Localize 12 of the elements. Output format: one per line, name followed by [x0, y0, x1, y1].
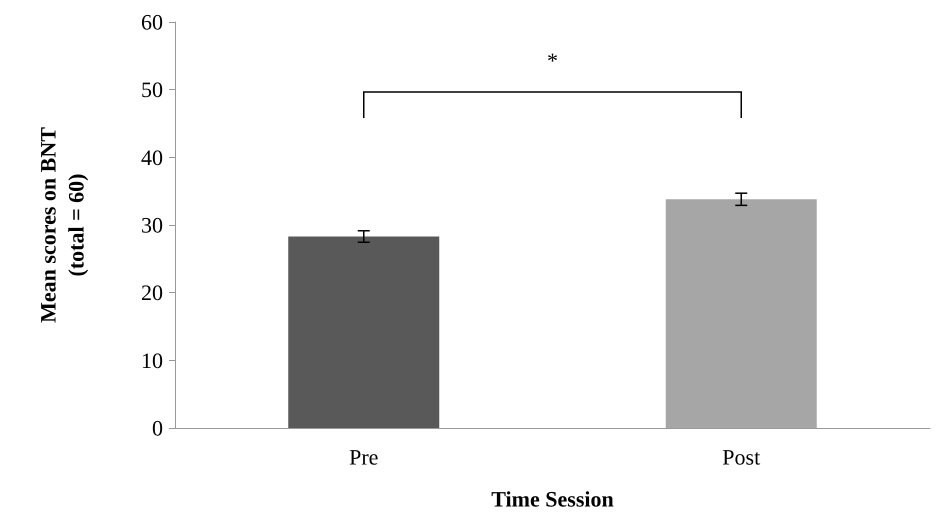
y-axis-title: Mean scores on BNT (total = 60) — [36, 126, 88, 323]
x-axis-title: Time Session — [491, 486, 614, 512]
annotation: * — [547, 48, 558, 73]
y-tick-label: 40 — [141, 144, 163, 170]
x-tick-label: Pre — [349, 444, 378, 470]
y-tick-label: 60 — [141, 10, 163, 34]
x-tick-label: Post — [722, 444, 760, 470]
y-tick-label: 30 — [141, 212, 163, 238]
y-tick-label: 50 — [141, 77, 163, 102]
y-tick-label: 20 — [141, 280, 163, 306]
y-tick-label: 10 — [141, 348, 163, 373]
y-tick-label: 0 — [152, 416, 163, 440]
